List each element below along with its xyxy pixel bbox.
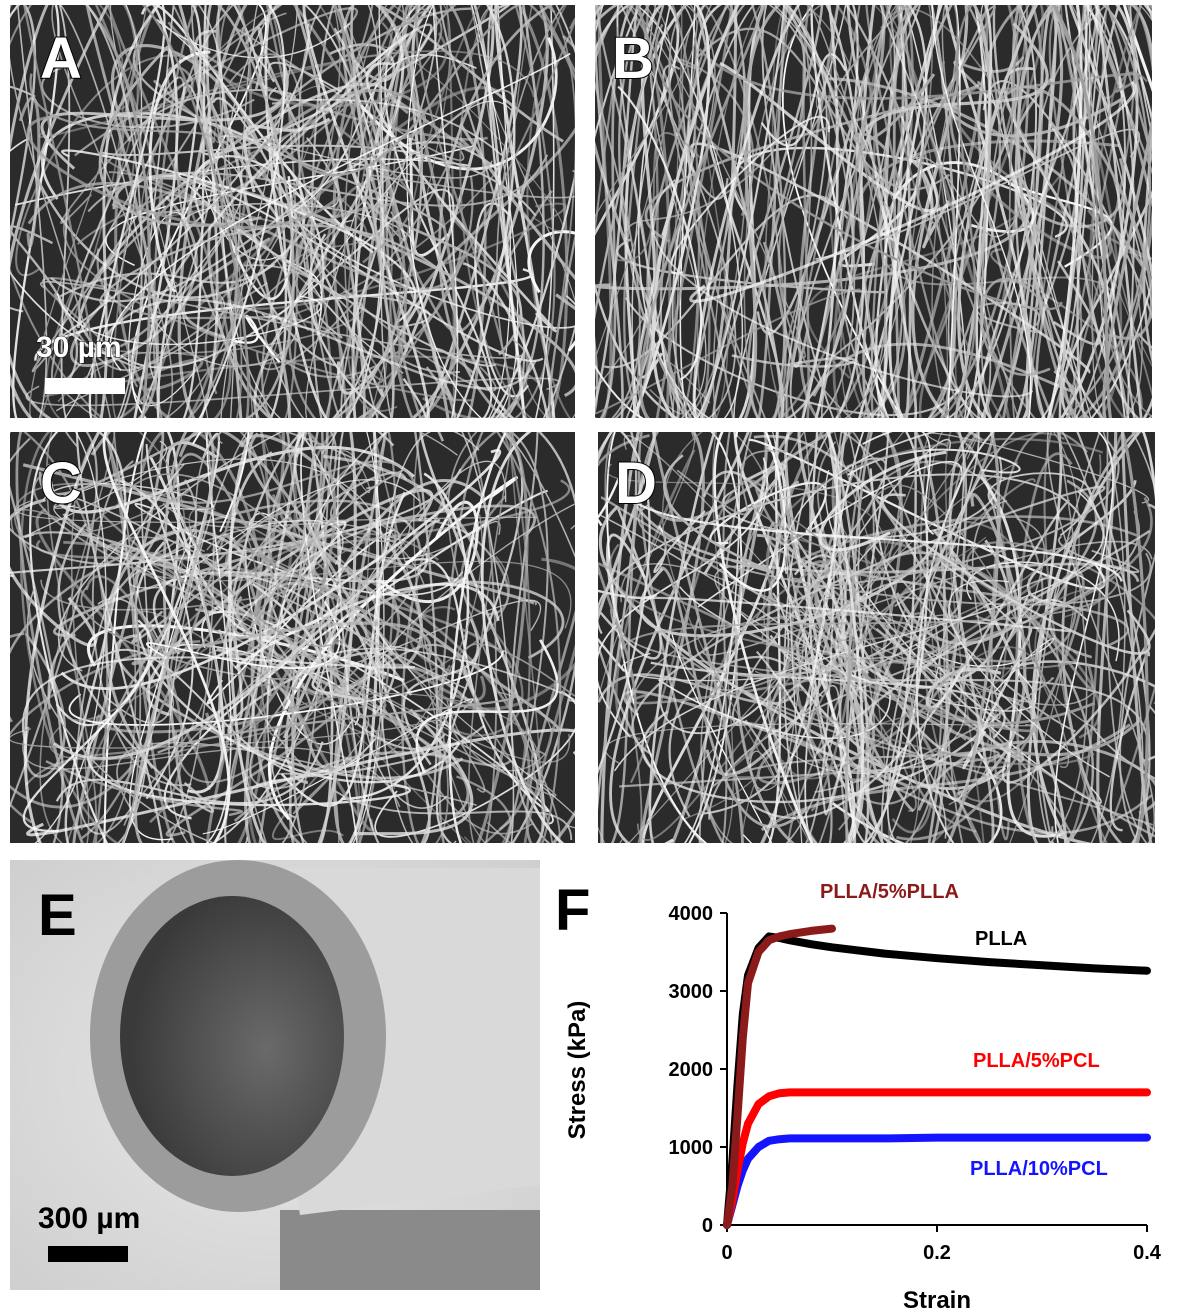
- y-tick-label: 2000: [669, 1059, 714, 1081]
- scale-bar: [48, 1246, 128, 1262]
- y-axis-label: Stress (kPa): [564, 1001, 591, 1140]
- y-tick-label: 1000: [669, 1137, 714, 1159]
- x-axis-label: Strain: [903, 1287, 971, 1314]
- series-label: PLLA: [975, 928, 1027, 950]
- sem-images: [0, 0, 1180, 881]
- series-label: PLLA/10%PCL: [970, 1158, 1108, 1180]
- scale-bar-label: 30 µm: [36, 331, 122, 364]
- panel-label: E: [38, 883, 77, 948]
- sem-image: [0, 358, 630, 881]
- series-label: PLLA/5%PCL: [973, 1050, 1100, 1072]
- panel-label: D: [615, 451, 657, 516]
- panel-label: B: [612, 26, 654, 91]
- scale-bar-label: 300 µm: [38, 1202, 140, 1235]
- chart: Strain Stress (kPa) 0 1000 2000 3000 4000 0 0.…: [564, 881, 1162, 1314]
- x-tick-label: 0.2: [923, 1242, 951, 1264]
- series-line: [727, 1138, 1147, 1225]
- panel-label: C: [40, 451, 82, 516]
- panel-label: A: [40, 26, 82, 91]
- panel-label: F: [555, 878, 590, 943]
- series-line: [727, 936, 1147, 1225]
- x-tick-label: 0.4: [1133, 1242, 1162, 1264]
- figure: A B C D E F 30 µm 300 µm Strain Stress (…: [0, 0, 1180, 1315]
- series-label: PLLA/5%PLLA: [820, 881, 959, 903]
- y-tick-label: 4000: [669, 903, 714, 925]
- y-tick-label: 3000: [669, 981, 714, 1003]
- x-tick-label: 0: [721, 1242, 732, 1264]
- y-tick-label: 0: [702, 1215, 713, 1237]
- scale-bar: [45, 378, 125, 394]
